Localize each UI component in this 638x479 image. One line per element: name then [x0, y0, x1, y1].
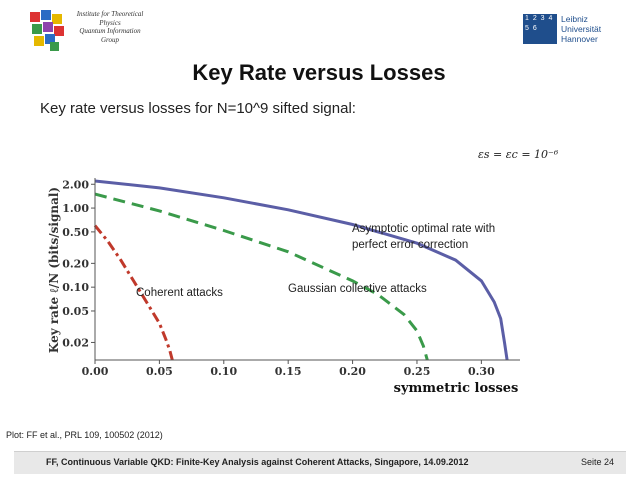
university-line: Hannover — [561, 34, 598, 44]
annotation-coherent: Coherent attacks — [136, 287, 223, 299]
university-line: Leibniz — [561, 14, 588, 24]
y-axis-label: Key rate ℓ/N (bits/signal) — [47, 187, 61, 353]
y-tick-label: 0.10 — [62, 281, 89, 294]
x-tick-label: 0.05 — [146, 365, 173, 378]
y-tick-label: 1.00 — [62, 202, 89, 215]
slide-subtitle: Key rate versus losses for N=10^9 sifted… — [40, 100, 356, 117]
security-parameter-formula: εs = εc = 10⁻⁶ — [478, 148, 559, 161]
annotation-optimal: Asymptotic optimal rate with — [352, 223, 495, 235]
x-axis-label: symmetric losses — [394, 381, 519, 396]
plot-citation: Plot: FF et al., PRL 109, 100502 (2012) — [6, 430, 163, 440]
slide-title: Key Rate versus Losses — [192, 60, 446, 85]
x-tick-label: 0.00 — [82, 365, 109, 378]
series-line-gaussian — [94, 192, 429, 361]
y-tick-label: 0.05 — [62, 305, 89, 318]
annotation-optimal: perfect error correction — [352, 239, 468, 251]
annotations-group: Coherent attacks Gaussian collective atta… — [136, 223, 495, 299]
y-tick-label: 0.02 — [62, 336, 89, 349]
university-mark: 1 2 3 4 5 6 — [523, 14, 557, 44]
x-tick-label: 0.20 — [339, 365, 366, 378]
series-group — [93, 179, 509, 361]
x-tick-label: 0.10 — [210, 365, 237, 378]
plot-area — [95, 178, 520, 360]
university-logo: 1 2 3 4 5 6 Leibniz Universität Hannover — [523, 14, 623, 46]
series-line-coherent — [93, 224, 174, 361]
page-number: Seite 24 — [580, 457, 614, 467]
y-tick-label: 0.50 — [62, 226, 89, 239]
institute-line: Quantum Information — [79, 27, 141, 35]
institute-line: Institute for Theoretical — [76, 10, 144, 18]
institute-line: Group — [100, 35, 120, 44]
university-line: Universität — [561, 24, 602, 34]
annotation-gaussian: Gaussian collective attacks — [288, 283, 427, 295]
y-tick-label: 2.00 — [62, 178, 89, 191]
x-tick-label: 0.15 — [275, 365, 302, 378]
institute-name: Institute for Theoretical Physics Quantu… — [70, 10, 150, 44]
x-axis: 0.00 0.05 0.10 0.15 0.20 0.25 0.30 — [82, 360, 495, 378]
footer-text: FF, Continuous Variable QKD: Finite-Key … — [46, 457, 469, 467]
y-axis: 2.00 1.00 0.50 0.20 0.10 0.05 0.02 — [62, 178, 95, 349]
institute-line: Physics — [99, 18, 121, 27]
series-line-optimal — [94, 179, 509, 361]
x-tick-label: 0.25 — [404, 365, 431, 378]
y-tick-label: 0.20 — [62, 257, 89, 270]
institute-logo: Institute for Theoretical Physics Quantu… — [28, 8, 146, 54]
footer-bar: FF, Continuous Variable QKD: Finite-Key … — [14, 451, 626, 474]
university-name: Leibniz Universität Hannover — [561, 14, 601, 44]
puzzle-logo-icon — [30, 10, 64, 51]
x-tick-label: 0.30 — [468, 365, 495, 378]
